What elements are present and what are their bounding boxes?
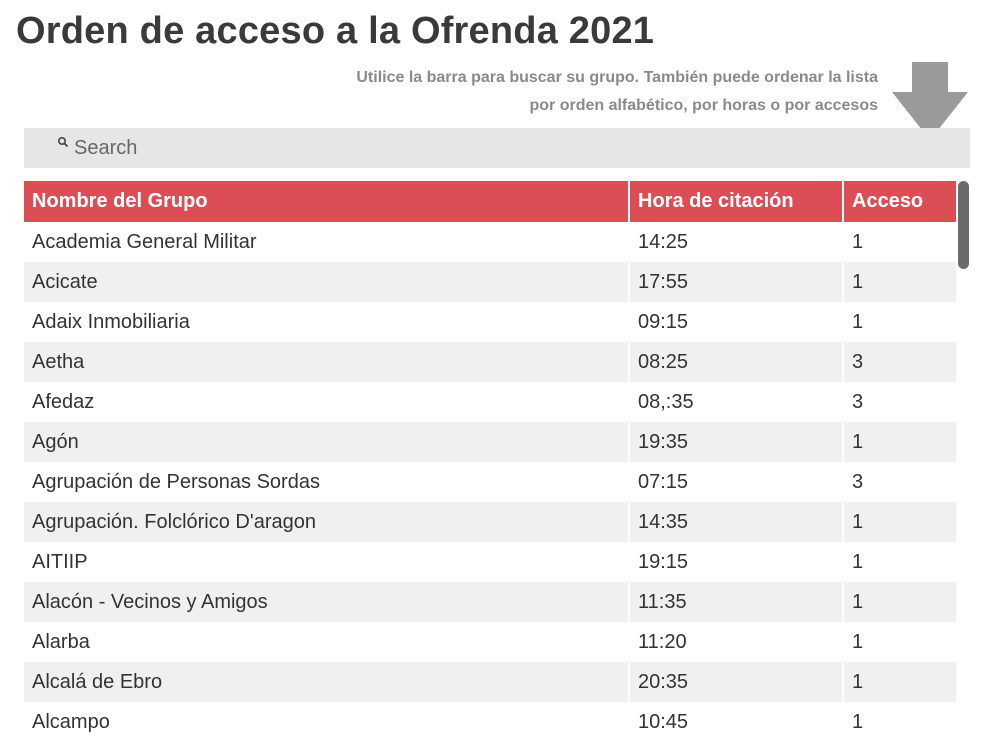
cell-time: 14:25: [628, 222, 843, 262]
table-row: Alacón - Vecinos y Amigos 11:35 1: [24, 582, 956, 622]
cell-time: 20:35: [628, 662, 843, 702]
cell-time: 17:55: [628, 262, 843, 302]
search-input[interactable]: [74, 130, 954, 166]
table-row: Agón 19:35 1: [24, 422, 956, 462]
cell-access: 1: [842, 502, 956, 542]
cell-time: 14:35: [628, 502, 843, 542]
cell-time: 19:35: [628, 422, 843, 462]
table-row: Adaix Inmobiliaria 09:15 1: [24, 302, 956, 342]
cell-access: 3: [842, 342, 956, 382]
instructions-line-2: por orden alfabético, por horas o por ac…: [529, 97, 878, 114]
cell-time: 11:35: [628, 582, 843, 622]
cell-time: 08,:35: [628, 382, 843, 422]
column-header-group-name[interactable]: Nombre del Grupo: [24, 181, 629, 222]
cell-access: 3: [842, 462, 956, 502]
table-header-row: Nombre del Grupo Hora de citación Acceso: [24, 181, 956, 222]
table-row: Alcalá de Ebro 20:35 1: [24, 662, 956, 702]
groups-table-container[interactable]: Nombre del Grupo Hora de citación Acceso…: [24, 181, 956, 742]
arrow-down-icon: [892, 62, 968, 140]
cell-access: 3: [842, 382, 956, 422]
cell-group-name: Alcampo: [24, 702, 629, 742]
cell-group-name: Agón: [24, 422, 629, 462]
cell-access: 1: [842, 302, 956, 342]
table-row: Alarba 11:20 1: [24, 622, 956, 662]
table-row: AITIIP 19:15 1: [24, 542, 956, 582]
table-row: Acicate 17:55 1: [24, 262, 956, 302]
table-row: Academia General Militar 14:25 1: [24, 222, 956, 262]
cell-time: 09:15: [628, 302, 843, 342]
cell-access: 1: [842, 662, 956, 702]
cell-group-name: Agrupación de Personas Sordas: [24, 462, 629, 502]
column-header-time[interactable]: Hora de citación: [628, 181, 843, 222]
search-bar[interactable]: [24, 128, 970, 168]
cell-access: 1: [842, 422, 956, 462]
cell-group-name: Afedaz: [24, 382, 629, 422]
cell-group-name: Alacón - Vecinos y Amigos: [24, 582, 629, 622]
cell-time: 10:45: [628, 702, 843, 742]
cell-group-name: Alcalá de Ebro: [24, 662, 629, 702]
instructions-line-1: Utilice la barra para buscar su grupo. T…: [356, 69, 878, 86]
cell-time: 08:25: [628, 342, 843, 382]
page-title: Orden de acceso a la Ofrenda 2021: [16, 10, 655, 52]
instructions-text: Utilice la barra para buscar su grupo. T…: [238, 64, 878, 120]
cell-time: 11:20: [628, 622, 843, 662]
column-header-access[interactable]: Acceso: [842, 181, 956, 222]
cell-time: 07:15: [628, 462, 843, 502]
cell-group-name: Acicate: [24, 262, 629, 302]
cell-access: 1: [842, 222, 956, 262]
cell-group-name: Adaix Inmobiliaria: [24, 302, 629, 342]
cell-group-name: AITIIP: [24, 542, 629, 582]
table-row: Agrupación de Personas Sordas 07:15 3: [24, 462, 956, 502]
search-icon: [57, 136, 69, 148]
cell-group-name: Academia General Militar: [24, 222, 629, 262]
cell-access: 1: [842, 622, 956, 662]
table-row: Aetha 08:25 3: [24, 342, 956, 382]
table-row: Afedaz 08,:35 3: [24, 382, 956, 422]
scrollbar-thumb[interactable]: [958, 181, 969, 269]
cell-access: 1: [842, 262, 956, 302]
cell-group-name: Agrupación. Folclórico D'aragon: [24, 502, 629, 542]
table-row: Agrupación. Folclórico D'aragon 14:35 1: [24, 502, 956, 542]
cell-access: 1: [842, 702, 956, 742]
cell-group-name: Alarba: [24, 622, 629, 662]
groups-table: Nombre del Grupo Hora de citación Acceso…: [24, 181, 956, 742]
cell-time: 19:15: [628, 542, 843, 582]
cell-access: 1: [842, 542, 956, 582]
cell-access: 1: [842, 582, 956, 622]
table-row: Alcampo 10:45 1: [24, 702, 956, 742]
cell-group-name: Aetha: [24, 342, 629, 382]
